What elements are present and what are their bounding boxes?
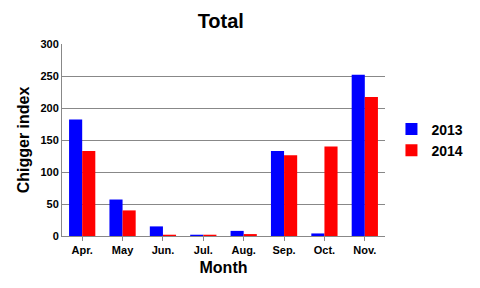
svg-text:Total: Total (198, 10, 244, 32)
svg-text:Chigger index: Chigger index (15, 87, 32, 194)
svg-text:Nov.: Nov. (353, 244, 376, 256)
svg-text:150: 150 (40, 134, 58, 146)
svg-text:50: 50 (47, 198, 59, 210)
svg-text:Apr.: Apr. (71, 244, 92, 256)
svg-text:2013: 2013 (431, 122, 462, 138)
svg-text:Aug.: Aug. (231, 244, 255, 256)
svg-text:Oct.: Oct. (314, 244, 335, 256)
svg-text:250: 250 (40, 70, 58, 82)
svg-text:Sep.: Sep. (272, 244, 295, 256)
svg-text:Month: Month (200, 259, 248, 276)
svg-text:200: 200 (40, 102, 58, 114)
svg-text:100: 100 (40, 166, 58, 178)
svg-text:300: 300 (40, 38, 58, 50)
svg-text:May: May (112, 244, 134, 256)
svg-text:0: 0 (53, 230, 59, 242)
svg-text:2014: 2014 (431, 143, 462, 159)
svg-text:Jul.: Jul. (194, 244, 213, 256)
svg-text:Jun.: Jun. (152, 244, 175, 256)
